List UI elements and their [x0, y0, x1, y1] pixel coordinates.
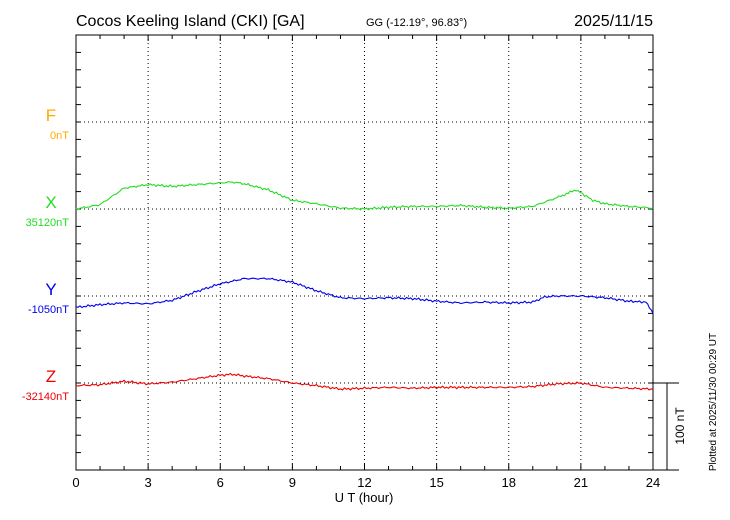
station-title: Cocos Keeling Island (CKI) [GA] — [76, 13, 305, 30]
trace-y — [75, 277, 654, 314]
x-tick-label: 3 — [145, 475, 152, 490]
series-name-x: X — [45, 193, 56, 212]
series-baseline-f: 0nT — [50, 130, 69, 142]
series-baseline-x: 35120nT — [26, 217, 70, 229]
x-tick-label: 18 — [502, 475, 516, 490]
x-tick-label: 24 — [646, 475, 660, 490]
series-baseline-y: -1050nT — [28, 304, 69, 316]
series-name-z: Z — [46, 367, 56, 386]
date: 2025/11/15 — [574, 13, 653, 30]
series-baseline-z: -32140nT — [22, 391, 69, 403]
scale-bar-label: 100 nT — [673, 407, 687, 445]
x-tick-label: 15 — [429, 475, 443, 490]
trace-z — [75, 372, 654, 391]
coordinates: GG (-12.19°, 96.83°) — [366, 17, 467, 29]
series-name-y: Y — [45, 280, 56, 299]
trace-x — [75, 181, 654, 211]
x-tick-label: 21 — [574, 475, 588, 490]
x-tick-label: 0 — [72, 475, 79, 490]
plotted-timestamp: Plotted at 2025/11/30 00:29 UT — [708, 333, 719, 471]
x-tick-label: 12 — [357, 475, 371, 490]
plot-frame — [75, 34, 654, 471]
series-name-f: F — [46, 106, 56, 125]
x-axis-label: U T (hour) — [335, 490, 394, 505]
x-tick-label: 6 — [217, 475, 224, 490]
x-tick-label: 9 — [289, 475, 296, 490]
